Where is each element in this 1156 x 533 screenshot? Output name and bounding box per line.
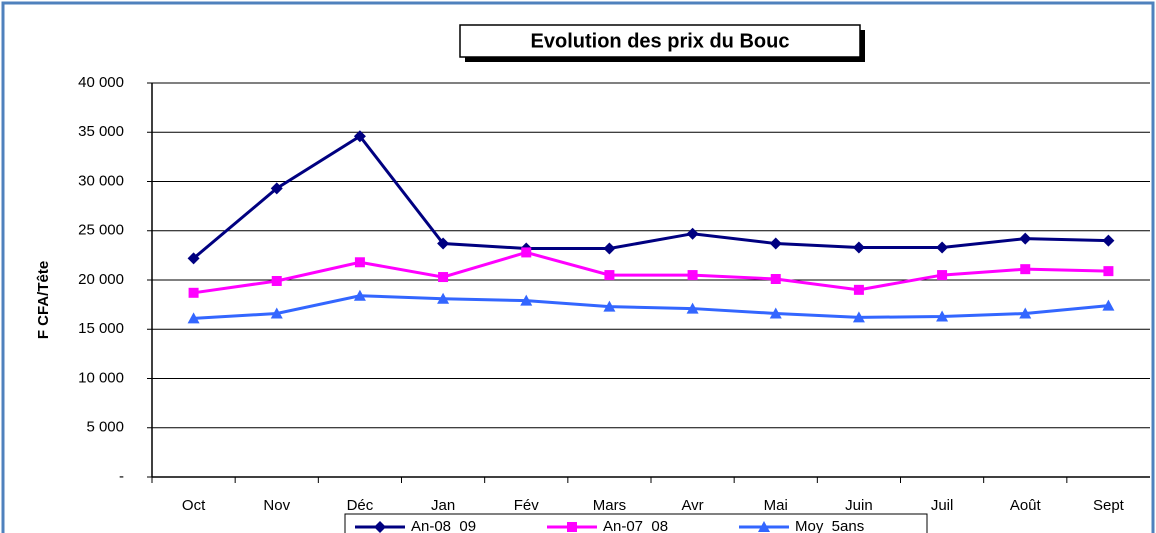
- legend-marker: [567, 522, 577, 532]
- legend-label: Moy_5ans: [795, 518, 864, 533]
- x-tick-label: Jan: [431, 497, 455, 514]
- point: [1019, 232, 1032, 245]
- x-tick-label: Nov: [263, 497, 290, 514]
- point: [686, 302, 699, 314]
- point: [1102, 234, 1115, 247]
- point: [686, 227, 699, 240]
- y-tick-label: 15 000: [78, 320, 124, 337]
- point: [187, 312, 200, 324]
- title-box: [459, 24, 861, 58]
- point: [437, 292, 450, 304]
- point: [354, 257, 365, 268]
- x-tick-label: Oct: [182, 497, 206, 514]
- point: [270, 307, 283, 319]
- point: [353, 289, 366, 301]
- point: [852, 241, 865, 254]
- legend-label: An-08_09: [411, 518, 476, 533]
- point: [603, 300, 616, 312]
- y-tick-label: 20 000: [78, 271, 124, 288]
- y-tick-label: 35 000: [78, 123, 124, 140]
- point: [1103, 266, 1114, 277]
- point: [1102, 299, 1115, 311]
- x-tick-label: Mars: [593, 497, 626, 514]
- point: [270, 182, 283, 195]
- y-tick-label: 10 000: [78, 369, 124, 386]
- y-tick-label: 40 000: [78, 74, 124, 91]
- legend-marker: [374, 521, 386, 533]
- series-line: [193, 294, 1109, 320]
- chart-title: Evolution des prix du Bouc: [531, 30, 790, 52]
- x-tick-label: Mai: [764, 497, 788, 514]
- point: [438, 272, 449, 283]
- point: [520, 294, 533, 306]
- x-tick-label: Fév: [514, 497, 540, 514]
- y-axis-label: F CFA/Tête: [35, 261, 52, 339]
- y-tick-label: -: [119, 468, 124, 485]
- point: [770, 274, 781, 285]
- x-tick-label: Déc: [347, 497, 374, 514]
- series-line: [193, 250, 1109, 295]
- point: [188, 287, 199, 298]
- point: [1020, 264, 1031, 275]
- point: [769, 307, 782, 319]
- point: [687, 270, 698, 281]
- x-tick-label: Août: [1010, 497, 1042, 514]
- point: [1019, 307, 1032, 319]
- point: [521, 247, 532, 258]
- point: [937, 270, 948, 281]
- point: [603, 242, 616, 255]
- x-tick-label: Sept: [1093, 497, 1125, 514]
- x-tick-label: Juin: [845, 497, 873, 514]
- x-tick-label: Juil: [931, 497, 954, 514]
- x-tick-label: Avr: [681, 497, 703, 514]
- point: [852, 311, 865, 323]
- legend-marker: [758, 521, 770, 532]
- point: [853, 284, 864, 295]
- y-tick-label: 30 000: [78, 172, 124, 189]
- point: [936, 241, 949, 254]
- point: [353, 130, 366, 143]
- point: [769, 237, 782, 250]
- series-line: [192, 134, 1109, 260]
- point: [187, 252, 200, 265]
- point: [271, 275, 282, 286]
- y-tick-label: 5 000: [86, 419, 124, 436]
- point: [604, 270, 615, 281]
- legend-label: An-07_08: [603, 518, 668, 533]
- point: [936, 310, 949, 322]
- y-tick-label: 25 000: [78, 222, 124, 239]
- point: [437, 237, 450, 250]
